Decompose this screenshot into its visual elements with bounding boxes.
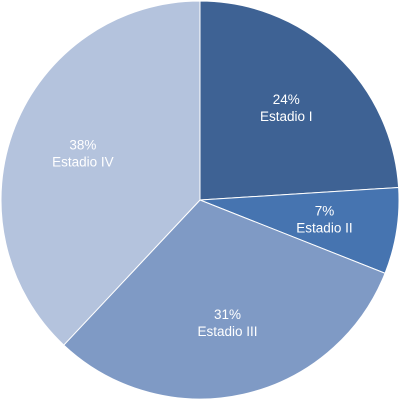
pie-slice-estadio-iii	[63, 199, 386, 400]
pie-slice-estadio-iv	[0, 0, 201, 346]
slice-value-label-estadio-iv: 38%	[69, 138, 96, 153]
pie-slice-estadio-i	[199, 0, 400, 201]
slice-category-label-estadio-iii: Estadio III	[197, 324, 257, 339]
slice-value-label-estadio-i: 24%	[273, 92, 300, 107]
slice-category-label-estadio-iv: Estadio IV	[52, 155, 114, 170]
slice-category-label-estadio-i: Estadio I	[260, 109, 313, 124]
slice-category-label-estadio-ii: Estadio II	[296, 221, 352, 236]
slice-value-label-estadio-iii: 31%	[214, 307, 241, 322]
slice-value-label-estadio-ii: 7%	[315, 204, 335, 219]
